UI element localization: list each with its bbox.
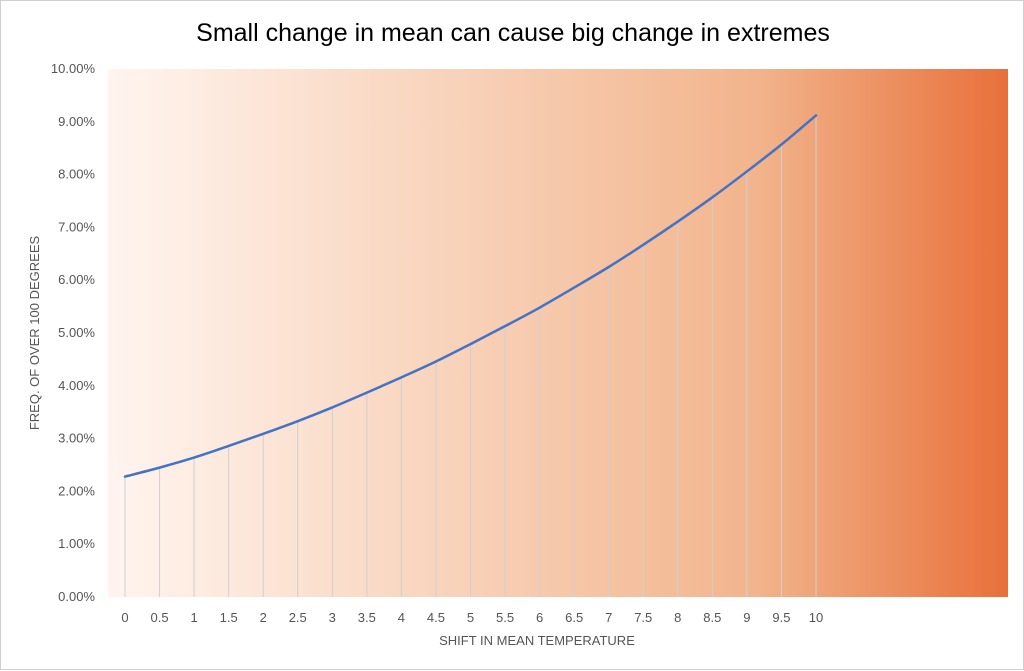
x-tick-label: 8 bbox=[674, 610, 681, 625]
series-line bbox=[123, 114, 818, 478]
y-tick-label: 8.00% bbox=[58, 167, 95, 182]
x-tick-label: 3 bbox=[329, 610, 336, 625]
x-axis-tick-labels: 0 0.5 1 1.5 2 2.5 3 3.5 4 4.5 5 5.5 6 6.5 7 7.5 8 8.5 9 9.5… bbox=[121, 610, 823, 625]
y-tick-label: 7.00% bbox=[58, 219, 95, 234]
chart-title: Small change in mean can cause big chang… bbox=[196, 19, 830, 47]
x-tick-label: 1 bbox=[190, 610, 197, 625]
x-tick-label: 2.5 bbox=[289, 610, 307, 625]
x-tick-label: 10 bbox=[809, 610, 823, 625]
x-tick-label: 0.5 bbox=[151, 610, 169, 625]
plot-area-background bbox=[108, 69, 1008, 597]
x-tick-label: 3.5 bbox=[358, 610, 376, 625]
x-tick-label: 5.5 bbox=[496, 610, 514, 625]
y-tick-label: 4.00% bbox=[58, 378, 95, 393]
x-tick-label: 5 bbox=[467, 610, 474, 625]
y-tick-label: 3.00% bbox=[58, 431, 95, 446]
y-tick-label: 9.00% bbox=[58, 114, 95, 129]
x-tick-label: 7.5 bbox=[634, 610, 652, 625]
x-tick-label: 9 bbox=[743, 610, 750, 625]
x-tick-label: 4 bbox=[398, 610, 405, 625]
y-axis-tick-labels: 0.00% 1.00% 2.00% 3.00% 4.00% 5.00% 6.00% 7.00%… bbox=[51, 61, 96, 604]
y-tick-label: 0.00% bbox=[58, 589, 95, 604]
x-tick-label: 6 bbox=[536, 610, 543, 625]
x-tick-label: 1.5 bbox=[220, 610, 238, 625]
x-tick-label: 6.5 bbox=[565, 610, 583, 625]
x-tick-label: 2 bbox=[260, 610, 267, 625]
y-tick-label: 5.00% bbox=[58, 325, 95, 340]
x-tick-label: 4.5 bbox=[427, 610, 445, 625]
y-tick-label: 6.00% bbox=[58, 272, 95, 287]
x-axis-title: SHIFT IN MEAN TEMPERATURE bbox=[439, 633, 635, 648]
drop-lines bbox=[124, 115, 817, 597]
y-tick-label: 1.00% bbox=[58, 536, 95, 551]
x-tick-label: 0 bbox=[121, 610, 128, 625]
y-tick-label: 10.00% bbox=[51, 61, 96, 76]
x-tick-label: 7 bbox=[605, 610, 612, 625]
y-axis-title: FREQ. OF OVER 100 DEGREES bbox=[27, 236, 42, 431]
x-tick-label: 8.5 bbox=[703, 610, 721, 625]
y-tick-label: 2.00% bbox=[58, 483, 95, 498]
x-tick-label: 9.5 bbox=[772, 610, 790, 625]
